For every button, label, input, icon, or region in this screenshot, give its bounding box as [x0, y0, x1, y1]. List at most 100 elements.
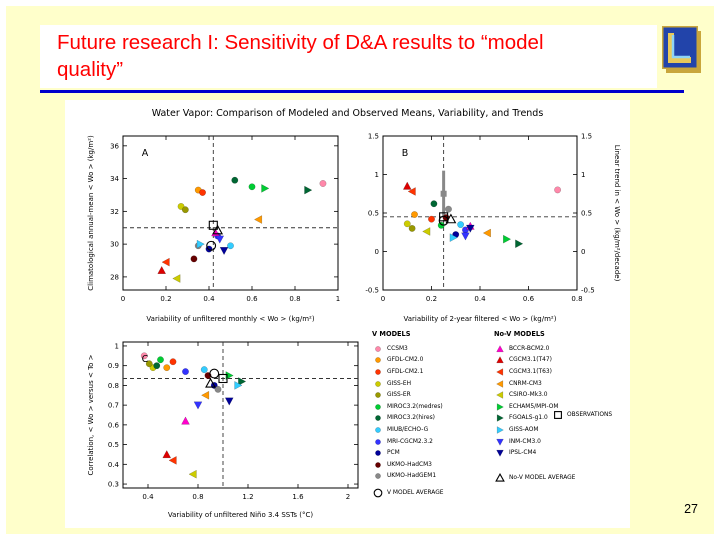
legend-item: IPSL-CM4 [494, 447, 614, 459]
point-GISS-AOM [196, 239, 205, 249]
circle-marker-icon [375, 450, 381, 456]
legend-item: UKMO-HadGEM1 [372, 471, 492, 483]
circle-marker-icon [375, 427, 381, 433]
y-axis-label: Correlation, < Wo > versus < To > [87, 354, 95, 475]
x-tick-label: 0.8 [571, 295, 582, 303]
triangle-down-marker-icon [496, 438, 504, 446]
legend-item: V MODEL AVERAGE [372, 487, 492, 499]
legend-item: GISS-AOM [494, 424, 614, 436]
legend-item: MIROC3.2(hires) [372, 413, 492, 425]
point-MIROC3.2(hires) [153, 362, 161, 370]
point-V MODEL AVERAGE [206, 240, 217, 251]
y-tick-label: 0.3 [108, 481, 119, 489]
x-tick-label: 0.6 [246, 295, 258, 303]
x-tick-label: 0.2 [426, 295, 437, 303]
legend-label: GISS-AOM [509, 426, 539, 433]
y-axis-label: Climatological annual-mean < Wo > (kg/m²… [87, 135, 95, 291]
legend-marker-UKMO-HadGEM1 [375, 473, 381, 480]
x-tick-label: 0.6 [523, 295, 535, 303]
figure-legend: V MODELS CCSM3 GFDL-CM2.0 GFDL-CM2.1 GISS-EH… [370, 330, 626, 522]
legend-marker-OBSERVATIONS [554, 411, 562, 419]
point-GFDL-CM2.1 [169, 358, 177, 366]
legend-item: MIUB/ECHO-G [372, 424, 492, 436]
point-GFDL-CM2.1 [428, 215, 435, 223]
legend-label: OBSERVATIONS [567, 412, 613, 418]
legend-marker-ECHAM5/MPI-OM [496, 403, 504, 411]
legend-label: BCCR-BCM2.0 [509, 345, 550, 352]
legend-marker-INM-CM3.0 [496, 438, 504, 446]
point-CNRM-CM3 [482, 228, 491, 238]
point-V MODEL AVERAGE [209, 368, 220, 379]
point-CGCM3.1(T63) [407, 187, 416, 196]
point-MIUB/ECHO-G [457, 221, 465, 228]
point-No-V MODEL AVERAGE [205, 377, 216, 388]
legend-label: CCSM3 [387, 345, 408, 352]
point-CCSM3 [140, 352, 148, 360]
point-MIUB/ECHO-G [227, 242, 234, 250]
legend-item: ECHAM5/MPI-OM [494, 401, 614, 413]
circle-marker-icon [375, 461, 381, 468]
x-tick-label: 0 [121, 295, 125, 303]
point-ECHAM5/MPI-OM [503, 234, 512, 244]
y-tick-label: 0.5 [368, 210, 379, 218]
point-CCSM3 [319, 180, 327, 187]
panel-letter: B [402, 148, 409, 159]
point-INM-CM3.0 [461, 232, 470, 241]
point-GISS-ER [181, 206, 189, 214]
point-CGCM3.1(T63) [168, 456, 177, 465]
legend-label: MRI-CGCM2.3.2 [387, 438, 433, 445]
legend-label: CNRM-CM3 [509, 380, 542, 387]
point-FGOALS-g1.0 [515, 239, 524, 249]
legend-item: UKMO-HadCM3 [372, 459, 492, 471]
y-tick-label: 0.7 [108, 402, 119, 410]
legend-item: CGCM3.1(T63) [494, 366, 614, 378]
legend-marker-No-V MODEL AVERAGE [495, 472, 505, 482]
point-IPSL-CM4 [224, 397, 234, 406]
point-FGOALS-g1.0 [238, 377, 247, 386]
y-tick-label: 34 [110, 175, 119, 183]
x-tick-label: 0.4 [203, 295, 215, 303]
x-tick-label: 1 [336, 295, 340, 303]
point-ECHAM5/MPI-OM [225, 371, 234, 380]
point-OBSERVATIONS [218, 373, 228, 384]
x-tick-label: 1.6 [292, 493, 304, 501]
triangle-right-marker-icon [496, 414, 504, 423]
legend-label: UKMO-HadCM3 [387, 461, 432, 468]
y-tick-label: 0.6 [108, 421, 120, 429]
x-axis-label: Variability of 2-year filtered < Wo > (k… [404, 315, 557, 323]
legend-marker-MRI-CGCM2.3.2 [375, 438, 381, 445]
y-tick-label: 36 [110, 142, 119, 150]
legend-item: INM-CM3.0 [494, 436, 614, 448]
x-tick-label: 2 [346, 493, 350, 501]
triangle-open-marker-icon [495, 472, 505, 482]
point-ECHAM5/MPI-OM [261, 184, 270, 193]
y-tick-label-right: 1.5 [581, 133, 592, 141]
triangle-left-marker-icon [496, 368, 504, 376]
llnl-logo-graphic [662, 26, 701, 73]
legend-item: MRI-CGCM2.3.2 [372, 436, 492, 448]
legend-label: IPSL-CM4 [509, 450, 537, 457]
y-tick-label: -0.5 [365, 287, 379, 295]
legend-item: No-V MODEL AVERAGE [494, 472, 614, 484]
point-INM-CM3.0 [193, 401, 203, 410]
legend-marker-GFDL-CM2.1 [375, 369, 381, 375]
x-tick-label: 0.8 [289, 295, 300, 303]
point-CGCM3.1(T63) [161, 257, 170, 267]
x-tick-label: 0 [381, 295, 385, 303]
circle-marker-icon [375, 392, 381, 398]
legend-marker-CGCM3.1(T63) [496, 368, 504, 376]
legend-marker-MIROC3.2(medres) [375, 403, 381, 410]
point-GFDL-CM2.1 [199, 189, 206, 196]
y-tick-label: 1.5 [368, 133, 379, 141]
point-CGCM3.1(T47) [157, 265, 167, 274]
circle-marker-icon [375, 403, 381, 410]
point-CSIRO-Mk3.0 [422, 227, 431, 236]
legend-item: MIROC3.2(medres) [372, 401, 492, 413]
point-GISS-AOM [234, 381, 243, 390]
point-CCSM3 [554, 186, 562, 194]
legend-marker-GISS-EH [375, 380, 381, 387]
legend-label: CGCM3.1(T47) [509, 357, 552, 364]
triangle-down-marker-icon [496, 450, 504, 457]
y-tick-label: 28 [110, 273, 119, 281]
x-tick-label: 0.8 [192, 493, 203, 501]
